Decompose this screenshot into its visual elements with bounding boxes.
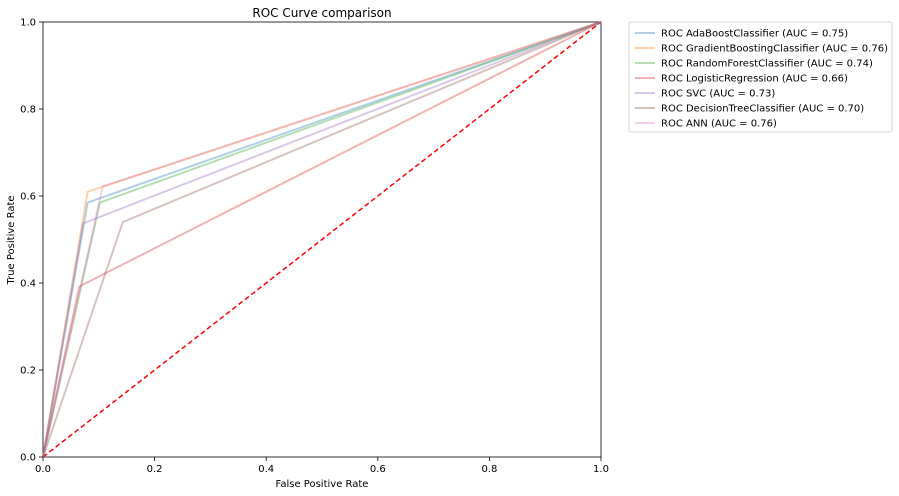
legend-entry: ROC LogisticRegression (AUC = 0.66): [661, 74, 848, 85]
series-line-3: [42, 21, 602, 458]
legend: ROC AdaBoostClassifier (AUC = 0.75) ROC G…: [628, 21, 893, 133]
x-tick-label: 0.0: [35, 464, 51, 475]
series-line-5: [42, 21, 602, 458]
y-tick-label: 0.4: [20, 279, 36, 290]
x-tick-label: 0.6: [370, 464, 386, 475]
legend-entry: ROC RandomForestClassifier (AUC = 0.74): [661, 59, 873, 70]
legend-entry: ROC GradientBoostingClassifier (AUC = 0.…: [661, 44, 888, 55]
series-line-0: [42, 21, 602, 458]
y-axis-ticks: 0.0 0.2 0.4 0.6 0.8 1.0: [20, 18, 43, 464]
x-tick-label: 0.8: [481, 464, 497, 475]
series-group: [42, 21, 602, 458]
legend-entry: ROC AdaBoostClassifier (AUC = 0.75): [661, 29, 848, 40]
reference-diagonal-line: [42, 21, 602, 458]
y-tick-label: 1.0: [20, 18, 36, 29]
legend-entry: ROC ANN (AUC = 0.76): [661, 119, 777, 130]
chart-title: ROC Curve comparison: [252, 6, 391, 20]
y-axis-label: True Positive Rate: [6, 195, 17, 285]
series-line-2: [42, 21, 602, 458]
x-tick-label: 1.0: [593, 464, 609, 475]
series-line-1: [42, 21, 602, 458]
x-axis-label: False Positive Rate: [276, 479, 369, 490]
x-axis-ticks: 0.0 0.2 0.4 0.6 0.8 1.0: [35, 457, 609, 475]
y-tick-label: 0.2: [20, 366, 36, 377]
series-line-6: [42, 21, 602, 458]
legend-frame: [628, 21, 893, 133]
series-line-4: [42, 21, 602, 458]
legend-items: ROC AdaBoostClassifier (AUC = 0.75) ROC G…: [635, 29, 888, 130]
x-tick-label: 0.2: [147, 464, 163, 475]
reference-line-group: [42, 21, 602, 458]
legend-entry: ROC DecisionTreeClassifier (AUC = 0.70): [661, 104, 864, 115]
y-tick-label: 0.0: [20, 453, 36, 464]
y-tick-label: 0.6: [20, 192, 36, 203]
legend-entry: ROC SVC (AUC = 0.73): [661, 89, 775, 100]
y-tick-label: 0.8: [20, 105, 36, 116]
x-tick-label: 0.4: [258, 464, 274, 475]
